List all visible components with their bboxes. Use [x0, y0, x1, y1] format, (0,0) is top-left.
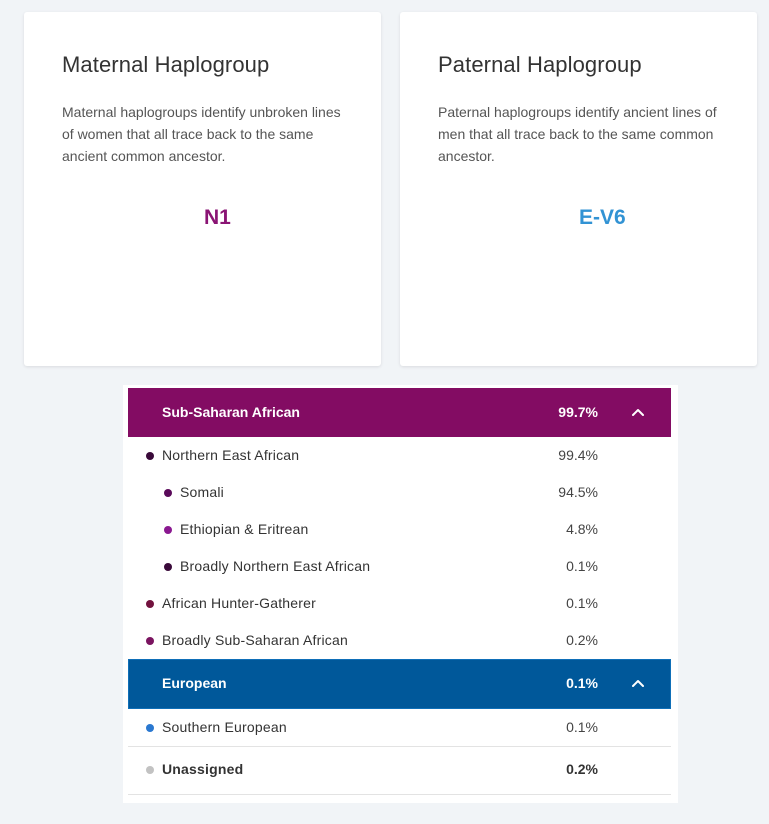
maternal-haplogroup-description: Maternal haplogroups identify unbroken l… [62, 104, 341, 164]
paternal-haplogroup-title: Paternal Haplogroup [438, 52, 642, 77]
group-label: European [162, 675, 227, 691]
group-label: Sub-Saharan African [162, 404, 300, 420]
color-dot [164, 489, 172, 497]
list-item-somali[interactable]: Somali 94.5% [128, 474, 671, 511]
region-label: Broadly Sub-Saharan African [162, 632, 348, 648]
region-percent: 99.4% [558, 447, 598, 463]
region-label: Northern East African [162, 447, 300, 463]
region-percent: 0.1% [566, 719, 598, 735]
maternal-haplogroup-title: Maternal Haplogroup [62, 52, 270, 77]
color-dot [146, 766, 154, 774]
group-percent: 99.7% [558, 404, 598, 420]
region-percent: 0.1% [566, 558, 598, 574]
list-item-broadly-sub-saharan-african[interactable]: Broadly Sub-Saharan African 0.2% [128, 622, 671, 659]
list-item-broadly-northern-east-african[interactable]: Broadly Northern East African 0.1% [128, 548, 671, 585]
color-dot [164, 526, 172, 534]
chevron-up-icon[interactable] [631, 405, 645, 419]
list-item-northern-east-african[interactable]: Northern East African 99.4% [128, 437, 671, 474]
region-percent: 94.5% [558, 484, 598, 500]
color-dot [164, 563, 172, 571]
color-dot [146, 724, 154, 732]
region-label: Ethiopian & Eritrean [180, 521, 309, 537]
region-label: Southern European [162, 719, 287, 735]
region-label: Somali [180, 484, 224, 500]
region-label: Unassigned [162, 761, 244, 777]
european-header[interactable]: European 0.1% [128, 659, 671, 709]
region-percent: 0.1% [566, 595, 598, 611]
paternal-haplogroup-value[interactable]: E-V6 [579, 206, 626, 229]
region-percent: 0.2% [566, 632, 598, 648]
list-item-ethiopian-eritrean[interactable]: Ethiopian & Eritrean 4.8% [128, 511, 671, 548]
list-item-southern-european[interactable]: Southern European 0.1% [128, 709, 671, 747]
region-label: African Hunter-Gatherer [162, 595, 316, 611]
paternal-haplogroup-description: Paternal haplogroups identify ancient li… [438, 104, 717, 164]
list-item-unassigned[interactable]: Unassigned 0.2% [128, 747, 671, 795]
color-dot [146, 452, 154, 460]
maternal-haplogroup-value[interactable]: N1 [204, 206, 231, 229]
color-dot [146, 637, 154, 645]
ancestry-composition-panel: Sub-Saharan African 99.7% Northern East … [123, 385, 678, 803]
maternal-haplogroup-card: Maternal Haplogroup Maternal haplogroups… [24, 12, 381, 366]
color-dot [146, 600, 154, 608]
region-percent: 4.8% [566, 521, 598, 537]
paternal-haplogroup-card: Paternal Haplogroup Paternal haplogroups… [400, 12, 757, 366]
group-percent: 0.1% [566, 675, 598, 691]
list-item-african-hunter-gatherer[interactable]: African Hunter-Gatherer 0.1% [128, 585, 671, 622]
region-percent: 0.2% [566, 761, 598, 777]
chevron-up-icon[interactable] [631, 676, 645, 690]
sub-saharan-african-header[interactable]: Sub-Saharan African 99.7% [128, 388, 671, 437]
region-label: Broadly Northern East African [180, 558, 371, 574]
